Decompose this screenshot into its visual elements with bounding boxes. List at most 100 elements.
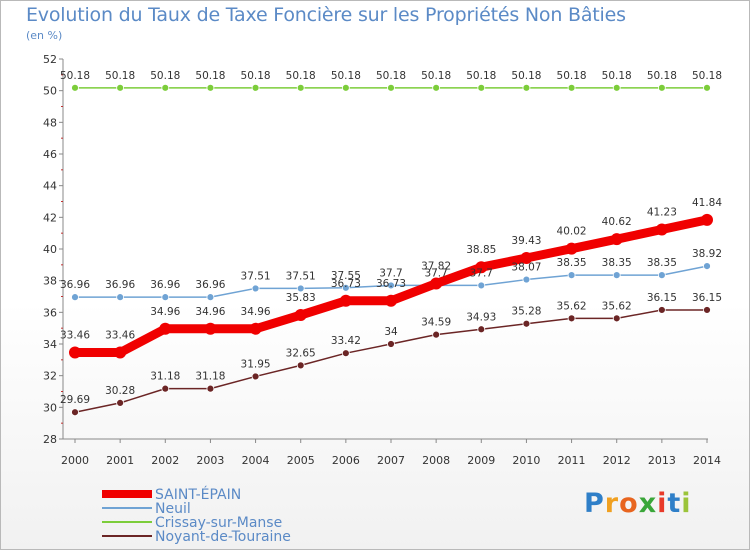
data-point [612,314,621,323]
data-point [161,384,170,393]
y-tick-label: 42 [43,211,57,224]
y-tick-label: 52 [43,53,57,66]
data-label: 40.62 [602,216,632,228]
data-label: 50.18 [60,70,90,82]
data-point [522,83,531,92]
data-point [387,281,395,290]
data-label: 34.93 [466,311,496,323]
logo-letter: t [667,488,682,519]
data-point [657,306,666,314]
data-point [567,83,576,92]
data-label: 38.07 [511,262,541,274]
chart-title: Evolution du Taux de Taxe Foncière sur l… [26,4,626,26]
y-tick-label: 32 [43,370,57,383]
data-label: 37.55 [331,270,361,282]
data-label: 37.7 [424,267,447,279]
data-point [520,252,533,265]
data-label: 50.18 [557,70,587,82]
data-point [69,346,81,359]
data-label: 40.02 [557,226,587,238]
data-label: 38.85 [466,244,496,256]
data-label: 36.15 [647,292,677,304]
x-tick-label: 2004 [242,454,270,467]
logo-letter: i [681,488,692,519]
data-point [475,261,488,274]
data-point [432,330,441,339]
data-label: 32.65 [286,347,316,359]
data-label: 50.18 [602,70,632,82]
data-point [159,322,172,335]
data-point [657,271,666,280]
y-tick-label: 30 [43,401,57,414]
data-point [116,398,125,407]
data-label: 34.96 [150,306,180,318]
data-point [522,319,531,328]
data-point [296,83,305,92]
x-tick-label: 2000 [61,454,89,467]
data-point [294,309,307,322]
data-point [161,293,170,302]
data-label: 36.15 [692,292,722,304]
data-point [612,271,621,280]
x-tick-label: 2002 [151,454,179,467]
data-label: 50.18 [466,70,496,82]
chart-subtitle: (en %) [26,29,63,42]
data-label: 31.18 [195,371,225,383]
data-point [703,83,711,92]
data-point [251,83,260,92]
x-tick-label: 2012 [603,454,631,467]
data-point [567,271,576,280]
data-label: 35.83 [286,292,316,304]
data-point [251,372,260,381]
data-label: 35.62 [557,300,587,312]
data-label: 37.7 [379,267,402,279]
data-label: 37.7 [470,267,493,279]
data-point [206,293,215,302]
data-point [251,284,260,293]
data-point [522,275,531,284]
data-point [655,223,668,236]
data-label: 31.18 [150,371,180,383]
data-point [477,325,486,334]
y-tick-label: 48 [43,116,57,129]
x-tick-label: 2014 [693,454,721,467]
x-tick-label: 2003 [196,454,224,467]
data-point [610,233,623,246]
data-label: 36.73 [376,278,406,290]
x-tick-label: 2010 [512,454,540,467]
data-point [703,262,711,271]
data-point [701,213,713,226]
logo-letter: P [584,488,605,519]
data-label: 38.92 [692,248,722,260]
data-label: 36.96 [195,279,225,291]
data-point [71,83,79,92]
data-label: 37.82 [421,261,451,273]
data-label: 34 [384,326,398,338]
x-tick-label: 2001 [106,454,134,467]
x-tick-label: 2008 [422,454,450,467]
data-point [296,284,305,293]
logo-letter: x [638,488,658,519]
legend-label: Crissay-sur-Manse [155,515,282,531]
data-label: 50.18 [195,70,225,82]
data-label: 33.42 [331,335,361,347]
data-point [477,83,486,92]
legend-label: Noyant-de-Touraine [155,529,291,545]
data-label: 36.73 [331,278,361,290]
data-label: 33.46 [105,330,135,342]
data-point [430,277,443,290]
data-point [206,83,215,92]
data-label: 38.35 [602,257,632,269]
data-label: 35.62 [602,300,632,312]
data-label: 30.28 [105,385,135,397]
data-label: 50.18 [241,70,271,82]
data-label: 50.18 [421,70,451,82]
logo-letter: r [604,488,620,519]
data-label: 50.18 [331,70,361,82]
data-label: 34.96 [241,306,271,318]
x-tick-label: 2009 [467,454,495,467]
data-point [341,283,350,292]
data-label: 36.96 [150,279,180,291]
logo-letter: i [657,488,668,519]
data-point [567,314,576,323]
